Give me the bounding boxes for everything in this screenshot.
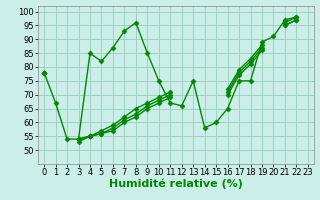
X-axis label: Humidité relative (%): Humidité relative (%) [109,179,243,189]
